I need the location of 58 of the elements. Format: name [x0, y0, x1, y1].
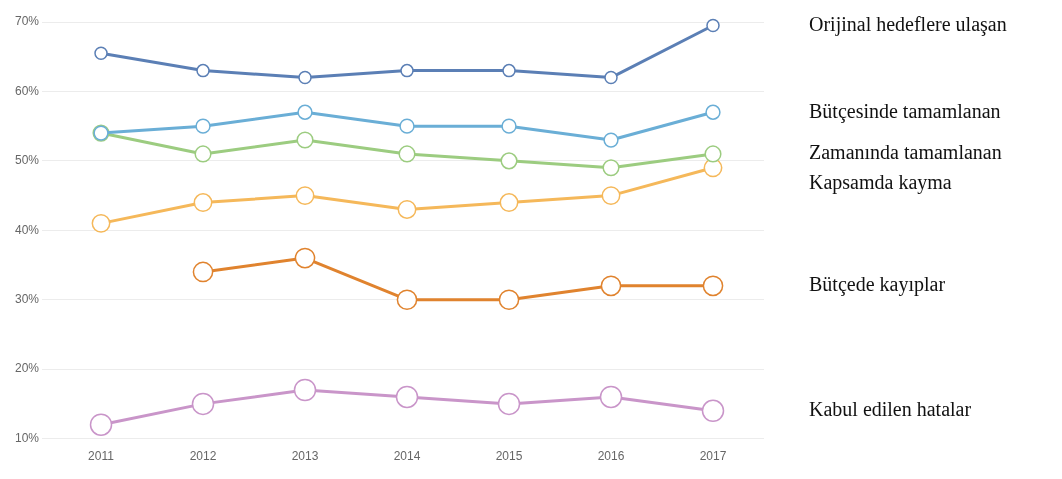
point [196, 63, 210, 78]
x-tick-label: 2013 [291, 449, 319, 464]
point [705, 104, 721, 120]
point [603, 132, 619, 148]
point [294, 247, 316, 269]
x-tick-label: 2011 [88, 449, 115, 464]
point [91, 213, 111, 233]
text: Bütçede kayıplar [809, 273, 946, 297]
point [293, 378, 317, 402]
y-tick-label: 70% [14, 14, 40, 29]
point [502, 63, 516, 78]
y-tick-label: 60% [14, 83, 40, 98]
text: Orijinal hedeflere ulaşan [809, 12, 1007, 36]
point [297, 104, 313, 120]
point [602, 159, 620, 177]
y-tick-label: 50% [14, 153, 40, 168]
point [295, 186, 315, 206]
point [400, 63, 414, 78]
point [398, 145, 416, 163]
point [499, 193, 519, 212]
point [396, 289, 418, 311]
point [604, 70, 618, 85]
point [194, 145, 212, 163]
x-tick-label: 2017 [699, 449, 727, 464]
point [501, 118, 517, 134]
point [399, 118, 415, 134]
text: Kabul edilen hatalar [809, 398, 972, 421]
x-tick-label: 2016 [597, 449, 625, 464]
point [397, 200, 417, 219]
y-tick-label: 30% [14, 292, 40, 307]
point [498, 289, 520, 311]
point [706, 18, 720, 33]
point [191, 392, 215, 416]
point [192, 261, 214, 283]
point [701, 399, 725, 423]
point [94, 46, 108, 60]
point [500, 152, 518, 170]
point [296, 131, 314, 149]
x-tick-label: 2015 [495, 449, 523, 464]
point [395, 385, 419, 409]
text: Zamanında tamamlanan [809, 141, 1002, 164]
text: Bütçesinde tamamlanan [809, 99, 1001, 123]
point [497, 392, 521, 416]
y-tick-label: 10% [14, 430, 40, 445]
y-tick-label: 40% [14, 222, 40, 237]
point [193, 193, 213, 212]
y-tick-label: 20% [14, 361, 40, 376]
point [601, 186, 621, 206]
point [195, 118, 211, 134]
x-tick-label: 2014 [393, 449, 421, 464]
point [599, 385, 623, 409]
point [298, 70, 312, 85]
point [89, 413, 113, 436]
point [600, 275, 622, 297]
x-tick-label: 2012 [189, 449, 217, 464]
point [704, 145, 722, 163]
text: Kapsamda kayma [809, 171, 952, 195]
point [702, 275, 724, 297]
